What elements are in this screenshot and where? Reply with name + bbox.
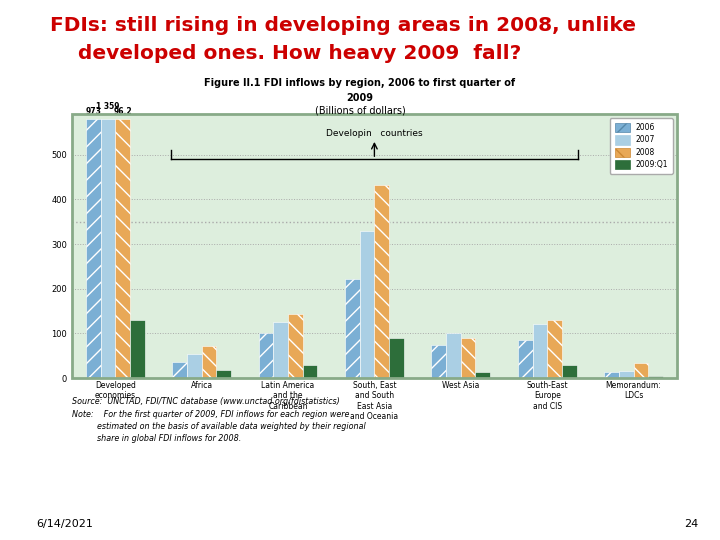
Legend: 2006, 2007, 2008, 2009:Q1: 2006, 2007, 2008, 2009:Q1 — [610, 118, 673, 174]
Text: 6/14/2021: 6/14/2021 — [36, 519, 93, 529]
Bar — [547, 320, 562, 378]
Bar — [86, 119, 101, 378]
Text: share in global FDI inflows for 2008.: share in global FDI inflows for 2008. — [72, 434, 241, 443]
Text: Source:  UNCTAD, FDI/TNC database (www.unctad.org/fdistatistics): Source: UNCTAD, FDI/TNC database (www.un… — [72, 397, 340, 406]
Bar — [202, 346, 216, 378]
Bar — [518, 341, 533, 378]
Bar — [345, 279, 360, 378]
Text: estimated on the basis of available data weighted by their regional: estimated on the basis of available data… — [72, 422, 366, 431]
Bar — [258, 333, 274, 378]
Text: Developin   countries: Developin countries — [326, 129, 423, 138]
Bar — [115, 119, 130, 378]
Text: Note:    For the first quarter of 2009, FDI inflows for each region were: Note: For the first quarter of 2009, FDI… — [72, 410, 349, 420]
Text: 1 359: 1 359 — [96, 103, 120, 111]
Text: 2009: 2009 — [346, 93, 374, 103]
Bar — [101, 119, 115, 378]
Text: FDIs: still rising in developing areas in 2008, unlike: FDIs: still rising in developing areas i… — [50, 16, 636, 35]
Bar — [389, 338, 404, 378]
Bar — [274, 322, 288, 378]
Text: (Billions of dollars): (Billions of dollars) — [315, 106, 405, 116]
Bar — [302, 366, 318, 378]
Bar — [431, 345, 446, 378]
Text: 96.2: 96.2 — [113, 107, 132, 116]
Bar — [130, 320, 145, 378]
Bar — [475, 372, 490, 378]
Text: 24: 24 — [684, 519, 698, 529]
Bar — [619, 371, 634, 378]
Bar — [446, 333, 461, 378]
Bar — [461, 338, 475, 378]
Bar — [648, 376, 663, 378]
Text: developed ones. How heavy 2009  fall?: developed ones. How heavy 2009 fall? — [50, 44, 522, 63]
Bar — [374, 185, 389, 378]
Bar — [216, 370, 231, 378]
Bar — [288, 314, 302, 378]
Text: Figure II.1 FDI inflows by region, 2006 to first quarter of: Figure II.1 FDI inflows by region, 2006 … — [204, 78, 516, 89]
Bar — [172, 362, 187, 378]
Text: 973: 973 — [85, 107, 101, 116]
Bar — [533, 325, 547, 378]
Bar — [634, 363, 648, 378]
Bar — [187, 354, 202, 378]
Bar — [562, 366, 577, 378]
Bar — [604, 372, 619, 378]
Bar — [360, 231, 374, 378]
